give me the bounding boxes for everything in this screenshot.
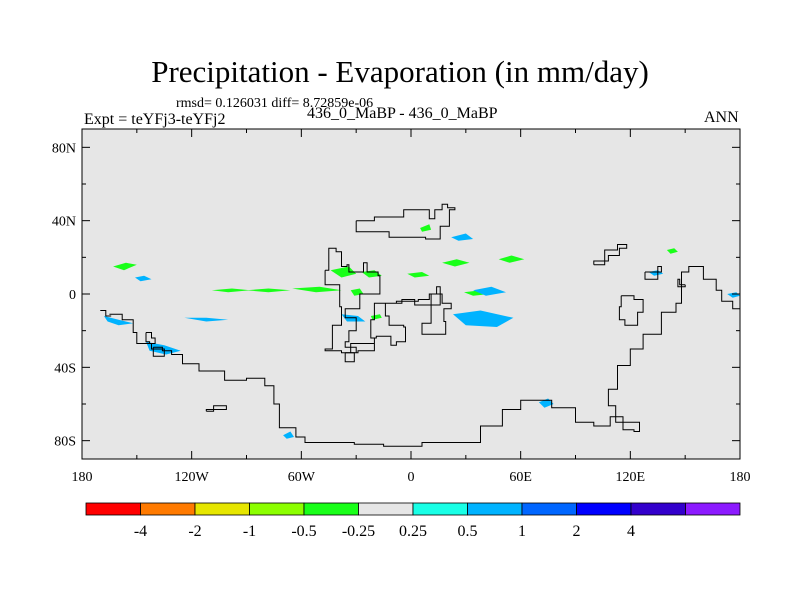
colorbar-label: 0.25 (399, 523, 427, 540)
field-region (451, 233, 474, 241)
coastline (324, 247, 441, 354)
coastline (205, 405, 227, 412)
coastline (344, 352, 355, 363)
field-region (211, 288, 251, 293)
y-tick-label: 0 (69, 288, 76, 303)
colorbar-swatch (685, 502, 741, 516)
x-tick-label: 180 (72, 470, 93, 485)
field-region (113, 262, 137, 271)
field-region (407, 272, 430, 278)
coastline (593, 244, 628, 266)
x-tick-label: 0 (408, 470, 415, 485)
colorbar-swatch (249, 502, 305, 516)
experiment-label: Expt = teYFj3-teYFj2 (84, 111, 226, 128)
colorbar-swatch (358, 502, 414, 516)
coastline (109, 266, 741, 447)
colorbar-swatch (303, 502, 359, 516)
colorbar-swatch (194, 502, 250, 516)
colorbar-label: 2 (573, 523, 581, 540)
coastline (618, 295, 644, 326)
colorbar-swatch (576, 502, 632, 516)
colorbar-label: 1 (518, 523, 526, 540)
y-tick-label: 40N (52, 215, 76, 230)
x-tick-label: 60W (288, 470, 316, 485)
field-region (453, 310, 514, 327)
colorbar-label: -2 (188, 523, 201, 540)
coastline (145, 332, 156, 344)
colorbar-label: -1 (243, 523, 256, 540)
x-tick-label: 180 (730, 470, 751, 485)
colorbar-label: -0.25 (342, 523, 375, 540)
coastline-layer (100, 203, 741, 447)
stats-label: rmsd= 0.126031 diff= 8.72859e-06 (176, 96, 374, 111)
axis-layer: 180 120W 60W 0 60E 120E 180 80N 40N 0 40S 80S (52, 129, 751, 485)
colorbar-label: -4 (134, 523, 147, 540)
colorbar-swatch (467, 502, 523, 516)
x-tick-label: 120W (175, 470, 210, 485)
field-region (103, 316, 134, 326)
field-region (420, 224, 432, 232)
case-label: 436_0_MaBP - 436_0_MaBP (307, 105, 498, 122)
y-tick-label: 40S (54, 361, 76, 376)
field-region (442, 259, 470, 267)
field-region (292, 286, 342, 293)
colorbar-label: 0.5 (458, 523, 478, 540)
y-tick-label: 80N (52, 141, 76, 156)
coastline (100, 310, 112, 317)
colorbar-swatch (521, 502, 577, 516)
x-tick-label: 120E (616, 470, 646, 485)
field-region (372, 424, 384, 432)
field-layer (103, 224, 740, 439)
coastline (644, 266, 662, 280)
coastline (355, 203, 456, 240)
colorbar: -4 -2 -1 -0.5 -0.25 0.25 0.5 1 2 4 (85, 502, 741, 540)
field-region (135, 275, 152, 282)
field-region (184, 317, 229, 322)
colorbar-swatch (630, 502, 686, 516)
colorbar-swatch (412, 502, 468, 516)
colorbar-swatch (85, 502, 141, 516)
field-region (330, 266, 357, 278)
coastline (421, 293, 452, 335)
field-region (370, 314, 382, 320)
field-region (283, 431, 294, 439)
colorbar-label: 4 (627, 523, 635, 540)
field-region (473, 286, 506, 296)
colorbar-label: -0.5 (291, 523, 316, 540)
coastline (152, 346, 165, 357)
y-tick-label: 80S (54, 435, 76, 450)
map-background (82, 129, 740, 459)
chart-title: Precipitation - Evaporation (in mm/day) (151, 54, 649, 89)
field-region (666, 248, 678, 254)
season-label: ANN (704, 109, 739, 126)
field-region (246, 288, 291, 293)
x-tick-label: 60E (509, 470, 532, 485)
coastline (677, 278, 686, 288)
colorbar-swatch (140, 502, 196, 516)
field-region (498, 255, 525, 263)
